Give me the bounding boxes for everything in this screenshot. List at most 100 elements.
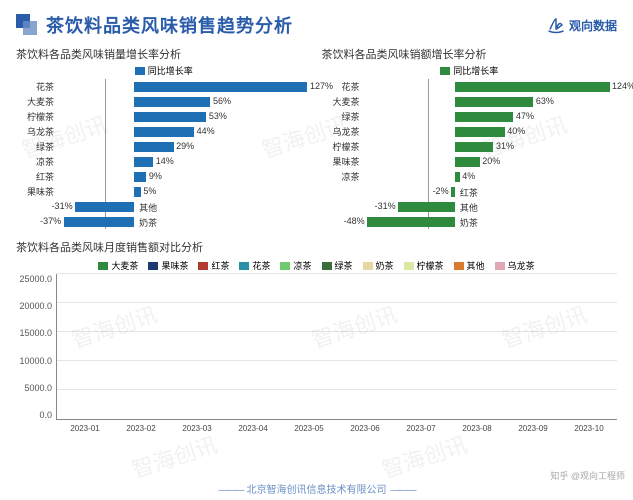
page-root: 茶饮料品类风味销售趋势分析 观向数据 茶饮料各品类风味销量增长率分析 同比增长率… bbox=[0, 0, 633, 500]
hbar-value-label: 47% bbox=[516, 111, 534, 121]
hbar-fill bbox=[75, 202, 134, 212]
hbar-value-label: 5% bbox=[143, 186, 156, 196]
plot-region: 2023-012023-022023-032023-042023-052023-… bbox=[56, 274, 617, 420]
legend-item: 奶茶 bbox=[363, 259, 394, 272]
legend-label: 绿茶 bbox=[335, 259, 353, 272]
page-title: 茶饮料品类风味销售趋势分析 bbox=[46, 12, 293, 38]
hbar-value-label: 63% bbox=[536, 96, 554, 106]
hbar-category-label: 绿茶 bbox=[322, 110, 364, 123]
right-chart-bars: 花茶124%大麦茶63%绿茶47%乌龙茶40%柠檬茶31%果味茶20%凉茶4%-… bbox=[322, 79, 618, 229]
y-tick-label: 0.0 bbox=[16, 410, 52, 420]
hbar-track: 53% bbox=[58, 112, 312, 122]
legend-label: 红茶 bbox=[211, 259, 229, 272]
hbar-value-label: -31% bbox=[52, 201, 73, 211]
gridline bbox=[57, 302, 617, 303]
watermark: 智海创讯 bbox=[377, 427, 471, 485]
hbar-value-label: 40% bbox=[507, 126, 525, 136]
bottom-chart: 茶饮料各品类风味月度销售额对比分析 大麦茶果味茶红茶花茶凉茶绿茶奶茶柠檬茶其他乌… bbox=[16, 239, 617, 434]
hbar-fill bbox=[455, 127, 505, 137]
header: 茶饮料品类风味销售趋势分析 观向数据 bbox=[16, 12, 617, 38]
legend-item: 红茶 bbox=[198, 259, 229, 272]
legend-swatch bbox=[98, 262, 108, 270]
hbar-row: 果味茶20% bbox=[322, 154, 618, 169]
bottom-chart-plot-area: 25000.020000.015000.010000.05000.00.0 20… bbox=[16, 274, 617, 434]
hbar-category-label: 大麦茶 bbox=[322, 95, 364, 108]
brand-logo: 观向数据 bbox=[547, 16, 617, 34]
hbar-value-label: -31% bbox=[375, 201, 396, 211]
hbar-value-label: 56% bbox=[213, 96, 231, 106]
hbar-fill bbox=[64, 217, 134, 227]
bottom-chart-legend: 大麦茶果味茶 红茶 花茶 凉茶 绿茶 奶茶 柠檬茶 其他 乌龙茶 bbox=[16, 259, 617, 272]
hbar-fill bbox=[367, 217, 455, 227]
legend-label: 花茶 bbox=[252, 259, 270, 272]
hbar-category-label: 其他 bbox=[139, 201, 157, 214]
hbar-fill bbox=[134, 172, 146, 182]
title-wrap: 茶饮料品类风味销售趋势分析 bbox=[16, 12, 293, 38]
legend-label: 柠檬茶 bbox=[417, 259, 444, 272]
hbar-value-label: 14% bbox=[156, 156, 174, 166]
hbar-fill bbox=[455, 172, 460, 182]
hbar-category-label: 凉茶 bbox=[16, 155, 58, 168]
hbar-row: 花茶124% bbox=[322, 79, 618, 94]
hbar-row: 大麦茶 56% bbox=[16, 94, 312, 109]
hbar-track: -37%奶茶 bbox=[58, 217, 312, 227]
hbar-row: 绿茶 47% bbox=[322, 109, 618, 124]
hbar-track: 63% bbox=[364, 97, 618, 107]
hbar-track: 40% bbox=[364, 127, 618, 137]
x-tick-label: 2023-10 bbox=[574, 424, 603, 433]
hbar-fill bbox=[455, 112, 514, 122]
hbar-track: 44% bbox=[58, 127, 312, 137]
legend-swatch bbox=[135, 67, 145, 75]
hbar-category-label: 奶茶 bbox=[139, 216, 157, 229]
hbar-category-label: 奶茶 bbox=[460, 216, 478, 229]
hbar-row: 凉茶 14% bbox=[16, 154, 312, 169]
hbar-fill bbox=[451, 187, 455, 197]
right-chart: 茶饮料各品类风味销额增长率分析 同比增长率 花茶124%大麦茶63%绿茶47%乌… bbox=[322, 46, 618, 229]
attribution-text: 知乎 @观向工程师 bbox=[550, 469, 625, 482]
legend-label: 乌龙茶 bbox=[508, 259, 535, 272]
brand-text: 观向数据 bbox=[569, 17, 617, 34]
hbar-track: 47% bbox=[364, 112, 618, 122]
legend-swatch bbox=[454, 262, 464, 270]
legend-item: 乌龙茶 bbox=[495, 259, 535, 272]
hbar-value-label: 20% bbox=[482, 156, 500, 166]
hbar-row: 乌龙茶 40% bbox=[322, 124, 618, 139]
legend-label: 奶茶 bbox=[376, 259, 394, 272]
left-chart: 茶饮料各品类风味销量增长率分析 同比增长率 花茶127%大麦茶56%柠檬茶53%… bbox=[16, 46, 312, 229]
hbar-value-label: 29% bbox=[176, 141, 194, 151]
left-chart-bars: 花茶127%大麦茶56%柠檬茶53%乌龙茶44%绿茶29%凉茶14%红茶9%果味… bbox=[16, 79, 312, 229]
top-charts: 茶饮料各品类风味销量增长率分析 同比增长率 花茶127%大麦茶56%柠檬茶53%… bbox=[16, 46, 617, 229]
hbar-track: 9% bbox=[58, 172, 312, 182]
hbar-track: -31%其他 bbox=[58, 202, 312, 212]
right-chart-legend: 同比增长率 bbox=[322, 64, 618, 77]
hbar-category-label: 红茶 bbox=[16, 170, 58, 183]
x-tick-label: 2023-01 bbox=[70, 424, 99, 433]
y-tick-label: 5000.0 bbox=[16, 383, 52, 393]
hbar-value-label: 31% bbox=[496, 141, 514, 151]
hbar-fill bbox=[134, 187, 141, 197]
hbar-track: 127% bbox=[58, 82, 312, 92]
legend-label: 大麦茶 bbox=[111, 259, 138, 272]
hbar-row: 大麦茶 63% bbox=[322, 94, 618, 109]
legend-swatch bbox=[280, 262, 290, 270]
hbar-category-label: 大麦茶 bbox=[16, 95, 58, 108]
legend-item: 果味茶 bbox=[148, 259, 188, 272]
hbar-category-label: 乌龙茶 bbox=[16, 125, 58, 138]
legend-label: 其他 bbox=[467, 259, 485, 272]
hbar-category-label: 柠檬茶 bbox=[16, 110, 58, 123]
legend-item: 大麦茶 bbox=[98, 259, 138, 272]
hbar-category-label: 红茶 bbox=[460, 186, 478, 199]
hbar-fill bbox=[455, 82, 610, 92]
legend-swatch bbox=[363, 262, 373, 270]
x-tick-label: 2023-06 bbox=[350, 424, 379, 433]
hbar-track: -2%红茶 bbox=[364, 187, 618, 197]
x-tick-label: 2023-09 bbox=[518, 424, 547, 433]
hbar-track: -48%奶茶 bbox=[364, 217, 618, 227]
hbar-category-label: 凉茶 bbox=[322, 170, 364, 183]
hbar-category-label: 乌龙茶 bbox=[322, 125, 364, 138]
hbar-fill bbox=[455, 97, 534, 107]
legend-swatch bbox=[440, 67, 450, 75]
legend-label: 凉茶 bbox=[293, 259, 311, 272]
hbar-value-label: 53% bbox=[209, 111, 227, 121]
hbar-value-label: -37% bbox=[40, 216, 61, 226]
